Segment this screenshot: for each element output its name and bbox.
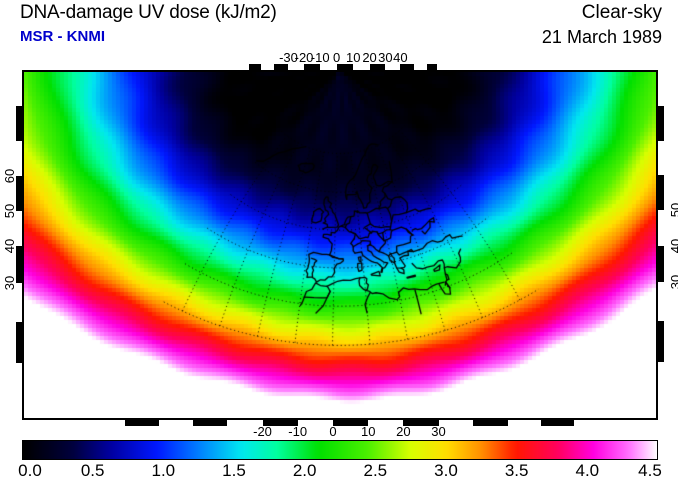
axis-ruler-right [658, 70, 664, 420]
tick-top-0: 0 [333, 50, 341, 65]
tick-bottom-neg20: -20 [253, 424, 272, 439]
axis-ruler-bottom [22, 420, 658, 426]
colorbar-tick-2p0: 2.0 [292, 461, 317, 480]
page-title: DNA-damage UV dose (kJ/m2) [20, 2, 277, 23]
tick-top-neg20: -20 [294, 50, 314, 65]
tick-bottom-10: 10 [360, 424, 376, 439]
colorbar-tick-1p0: 1.0 [151, 461, 176, 480]
tick-top-40: 40 [393, 50, 408, 65]
colorbar-tick-0p5: 0.5 [80, 461, 105, 480]
colorbar-tick-0p0: 0.0 [18, 461, 42, 480]
tick-right-30: 30 [668, 275, 678, 290]
tick-top-30: 30 [378, 50, 393, 65]
colorbar-tick-3p0: 3.0 [434, 461, 458, 480]
tick-left-50: 50 [2, 203, 17, 218]
colorbar [22, 440, 658, 460]
tick-top-10: 10 [346, 50, 361, 65]
institution-label: MSR - KNMI [20, 28, 105, 45]
tick-top-20: 20 [362, 50, 377, 65]
tick-bottom-neg10: -10 [288, 424, 308, 439]
axis-ruler-top [22, 64, 658, 70]
tick-bottom-30: 30 [431, 424, 446, 439]
map-plot-area [22, 70, 658, 420]
tick-left-60: 60 [2, 168, 17, 183]
colorbar-tick-4p5: 4.5 [638, 461, 662, 480]
uv-dose-heatmap-canvas [24, 72, 656, 418]
tick-top-neg10: -10 [310, 50, 330, 65]
tick-bottom-0: 0 [329, 424, 337, 439]
tick-right-50: 50 [668, 202, 678, 218]
date-label: 21 March 1989 [541, 27, 662, 47]
colorbar-tick-labels: 0.0 0.5 1.0 1.5 2.0 2.5 3.0 3.5 4.0 4.5 [0, 461, 678, 480]
tick-left-40: 40 [2, 238, 17, 254]
tick-right-40: 40 [668, 238, 678, 253]
figure-header: DNA-damage UV dose (kJ/m2) MSR - KNMI Cl… [0, 0, 678, 56]
colorbar-tick-3p5: 3.5 [504, 461, 529, 480]
tick-bottom-20: 20 [396, 424, 411, 439]
sky-condition-label: Clear-sky [581, 2, 662, 23]
colorbar-tick-4p0: 4.0 [575, 461, 600, 480]
colorbar-tick-1p5: 1.5 [222, 461, 246, 480]
tick-top-neg30: -30 [279, 50, 298, 65]
tick-left-30: 30 [2, 275, 17, 291]
axis-ruler-left [16, 70, 22, 420]
colorbar-tick-2p5: 2.5 [363, 461, 388, 480]
